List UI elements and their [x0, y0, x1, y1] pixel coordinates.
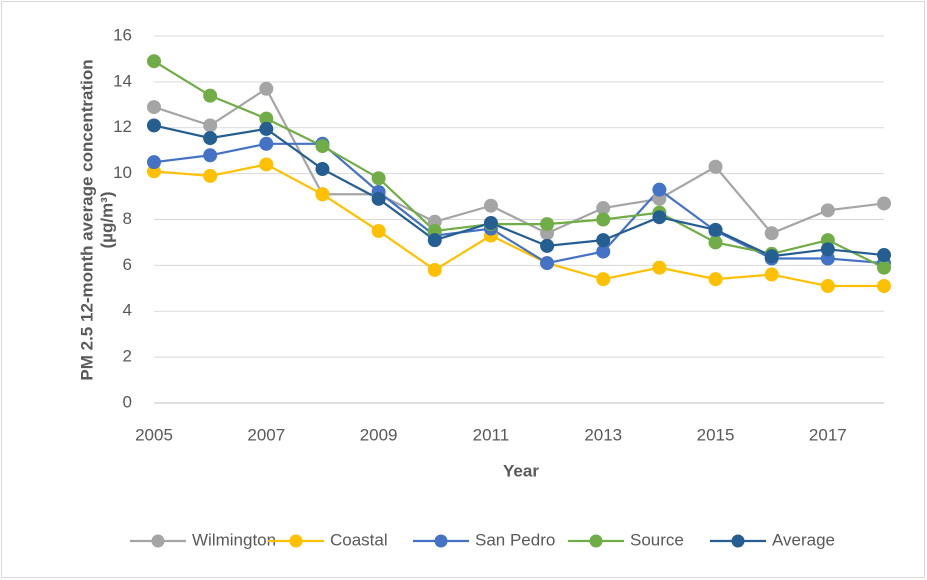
- data-point: [203, 88, 218, 103]
- data-point: [427, 262, 442, 277]
- data-point: [203, 148, 218, 163]
- data-point: [203, 118, 218, 133]
- data-point: [652, 210, 667, 225]
- y-tick-label: 2: [123, 347, 132, 366]
- data-point: [596, 212, 611, 227]
- data-point: [259, 81, 274, 96]
- data-point: [877, 248, 891, 263]
- data-point: [315, 139, 330, 154]
- data-point: [203, 168, 218, 183]
- x-tick-label: 2017: [809, 425, 847, 444]
- data-point: [877, 196, 891, 211]
- data-point: [371, 171, 386, 186]
- x-tick-label: 2007: [247, 425, 285, 444]
- legend-label: Average: [772, 530, 835, 549]
- data-point: [147, 54, 161, 69]
- data-point: [596, 233, 611, 248]
- data-point: [708, 222, 723, 237]
- y-tick-label: 6: [123, 255, 132, 274]
- data-point: [427, 233, 442, 248]
- data-point: [877, 279, 891, 294]
- data-point: [820, 203, 835, 218]
- y-axis-title: PM 2.5 12-month average concentration: [77, 59, 96, 380]
- data-point: [540, 256, 555, 271]
- series-line: [153, 87, 885, 235]
- y-tick-label: 10: [113, 163, 132, 182]
- data-point: [315, 162, 330, 177]
- data-point: [708, 159, 723, 174]
- data-point: [147, 100, 161, 115]
- data-point: [540, 238, 555, 253]
- x-tick-label: 2015: [697, 425, 735, 444]
- legend-marker: [289, 534, 303, 548]
- x-tick-label: 2009: [360, 425, 398, 444]
- y-axis-title: (µg/m³): [97, 191, 116, 248]
- data-point: [877, 260, 891, 275]
- data-point: [540, 217, 555, 232]
- legend-marker: [589, 534, 603, 548]
- y-tick-label: 4: [123, 301, 132, 320]
- data-point: [652, 182, 667, 197]
- data-point: [371, 223, 386, 238]
- data-point: [259, 157, 274, 172]
- y-tick-label: 8: [123, 209, 132, 228]
- legend-label: Source: [630, 530, 684, 549]
- data-point: [820, 279, 835, 294]
- x-tick-label: 2013: [584, 425, 622, 444]
- data-point: [708, 235, 723, 250]
- y-tick-label: 16: [113, 25, 132, 44]
- data-point: [708, 272, 723, 287]
- legend-marker: [151, 534, 165, 548]
- series-line: [153, 163, 884, 288]
- legend-label: Coastal: [330, 530, 388, 549]
- series-line: [153, 124, 885, 258]
- legend-label: San Pedro: [475, 530, 555, 549]
- data-point: [259, 136, 274, 151]
- y-tick-label: 12: [113, 117, 132, 136]
- data-point: [820, 242, 835, 257]
- data-point: [203, 131, 218, 146]
- data-point: [764, 226, 779, 241]
- data-point: [315, 187, 330, 202]
- data-point: [483, 198, 498, 213]
- data-point: [147, 118, 161, 133]
- data-point: [764, 267, 779, 282]
- legend-marker: [731, 534, 745, 548]
- data-point: [147, 155, 161, 170]
- x-tick-label: 2011: [473, 425, 510, 444]
- data-point: [371, 191, 386, 206]
- y-tick-label: 0: [123, 392, 132, 411]
- y-tick-label: 14: [113, 71, 132, 90]
- legend-marker: [434, 534, 448, 548]
- data-point: [596, 272, 611, 287]
- data-point: [483, 215, 498, 230]
- data-point: [652, 260, 667, 275]
- x-axis-title: Year: [503, 461, 539, 480]
- legend-label: Wilmington: [192, 530, 276, 549]
- data-point: [259, 121, 274, 136]
- data-point: [764, 249, 779, 264]
- series-line: [153, 142, 885, 265]
- x-tick-label: 2005: [135, 425, 173, 444]
